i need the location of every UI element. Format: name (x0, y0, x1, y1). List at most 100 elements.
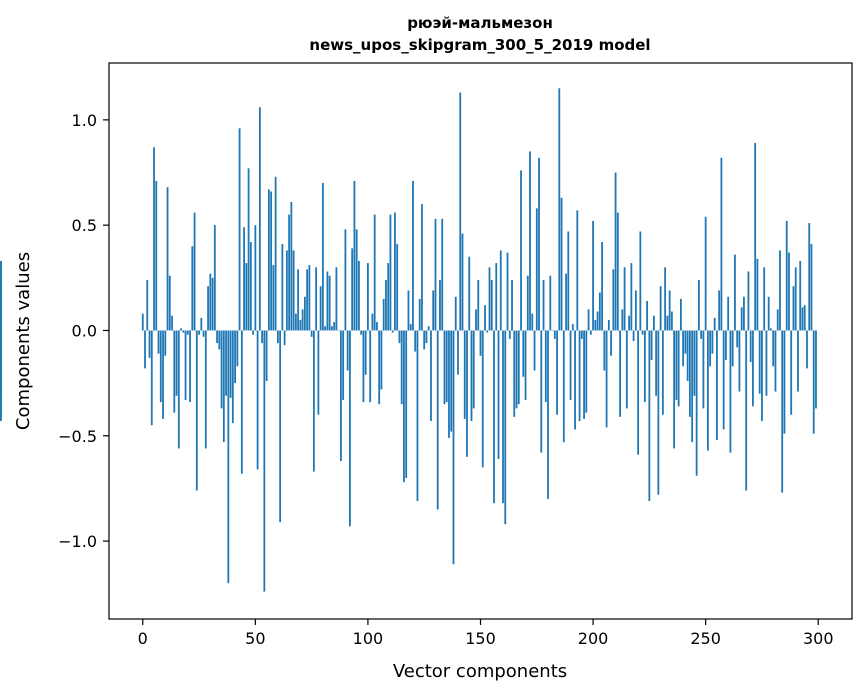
bar (643, 330, 646, 403)
bar (452, 330, 455, 565)
y-tick-label: 1.0 (72, 111, 97, 130)
bar (159, 330, 162, 403)
bar (171, 315, 173, 331)
bar (141, 313, 144, 331)
bar (479, 330, 482, 356)
bar (281, 244, 284, 331)
bar (788, 252, 790, 331)
bar (490, 279, 493, 331)
bar (432, 290, 435, 331)
x-tick-label: 100 (353, 629, 384, 648)
bar (558, 88, 561, 331)
bar (731, 330, 734, 367)
bar (396, 244, 399, 331)
bar (227, 330, 230, 584)
bar (776, 309, 779, 331)
bar (148, 330, 151, 358)
bar (213, 225, 216, 331)
bar (321, 183, 324, 331)
bar (186, 330, 189, 335)
bar (767, 296, 770, 331)
bar (745, 330, 748, 491)
bar (488, 267, 491, 331)
bar (331, 326, 333, 331)
bar (164, 330, 167, 356)
bar (772, 330, 775, 367)
bar (666, 315, 669, 331)
bar (747, 271, 750, 331)
bar (616, 212, 619, 331)
bar (182, 330, 185, 333)
bar (400, 330, 403, 405)
bar (294, 313, 297, 331)
bar (652, 315, 655, 331)
bar (670, 311, 673, 331)
bar (303, 296, 306, 331)
bar (756, 258, 759, 331)
bar (691, 330, 694, 443)
bar (155, 180, 158, 331)
bar (389, 214, 392, 331)
bar (0, 307, 2, 331)
bar (765, 330, 768, 396)
bar (655, 330, 658, 396)
bar (511, 279, 513, 331)
y-tick-label: 0.5 (72, 216, 97, 235)
bar (175, 330, 178, 396)
bar (436, 330, 439, 510)
bar (758, 330, 761, 394)
bar (646, 300, 649, 331)
bar (198, 330, 200, 335)
bar (333, 322, 336, 331)
bar (783, 330, 786, 434)
chart-subtitle: news_upos_skipgram_300_5_2019 model (309, 36, 650, 54)
bar (394, 212, 396, 331)
bar (312, 330, 315, 472)
bar (526, 275, 529, 331)
bar (477, 279, 480, 331)
bar (668, 290, 671, 331)
bar (0, 260, 2, 331)
bar (346, 330, 349, 371)
bar (144, 330, 146, 369)
bar (299, 319, 302, 331)
bar (648, 330, 651, 502)
bar (258, 107, 261, 331)
bar (157, 330, 160, 354)
bar (418, 298, 421, 331)
bar (202, 330, 205, 337)
bar (698, 279, 700, 331)
bar (605, 330, 608, 428)
bar (693, 330, 696, 396)
bar (236, 330, 239, 367)
bar (344, 229, 347, 331)
bar (601, 242, 603, 331)
bar (535, 208, 538, 331)
bar (279, 330, 282, 523)
bar (504, 330, 507, 525)
bar (709, 330, 712, 367)
bar (385, 279, 387, 331)
bar (283, 330, 286, 346)
bar (245, 263, 248, 331)
bar (497, 330, 500, 459)
bar (412, 180, 414, 331)
bar (533, 330, 536, 371)
bar (252, 330, 254, 335)
bar (146, 279, 149, 331)
bar (634, 290, 637, 331)
bar (475, 309, 477, 331)
bar (506, 252, 509, 331)
bar (567, 231, 570, 331)
bar (360, 330, 363, 335)
bar (754, 143, 757, 331)
bar (725, 330, 727, 360)
bar (373, 214, 376, 331)
bar (254, 225, 257, 331)
bar (583, 330, 585, 419)
bar (486, 330, 489, 333)
bar (549, 275, 552, 331)
bar (247, 168, 250, 331)
bar (792, 286, 795, 331)
bar (234, 330, 236, 384)
